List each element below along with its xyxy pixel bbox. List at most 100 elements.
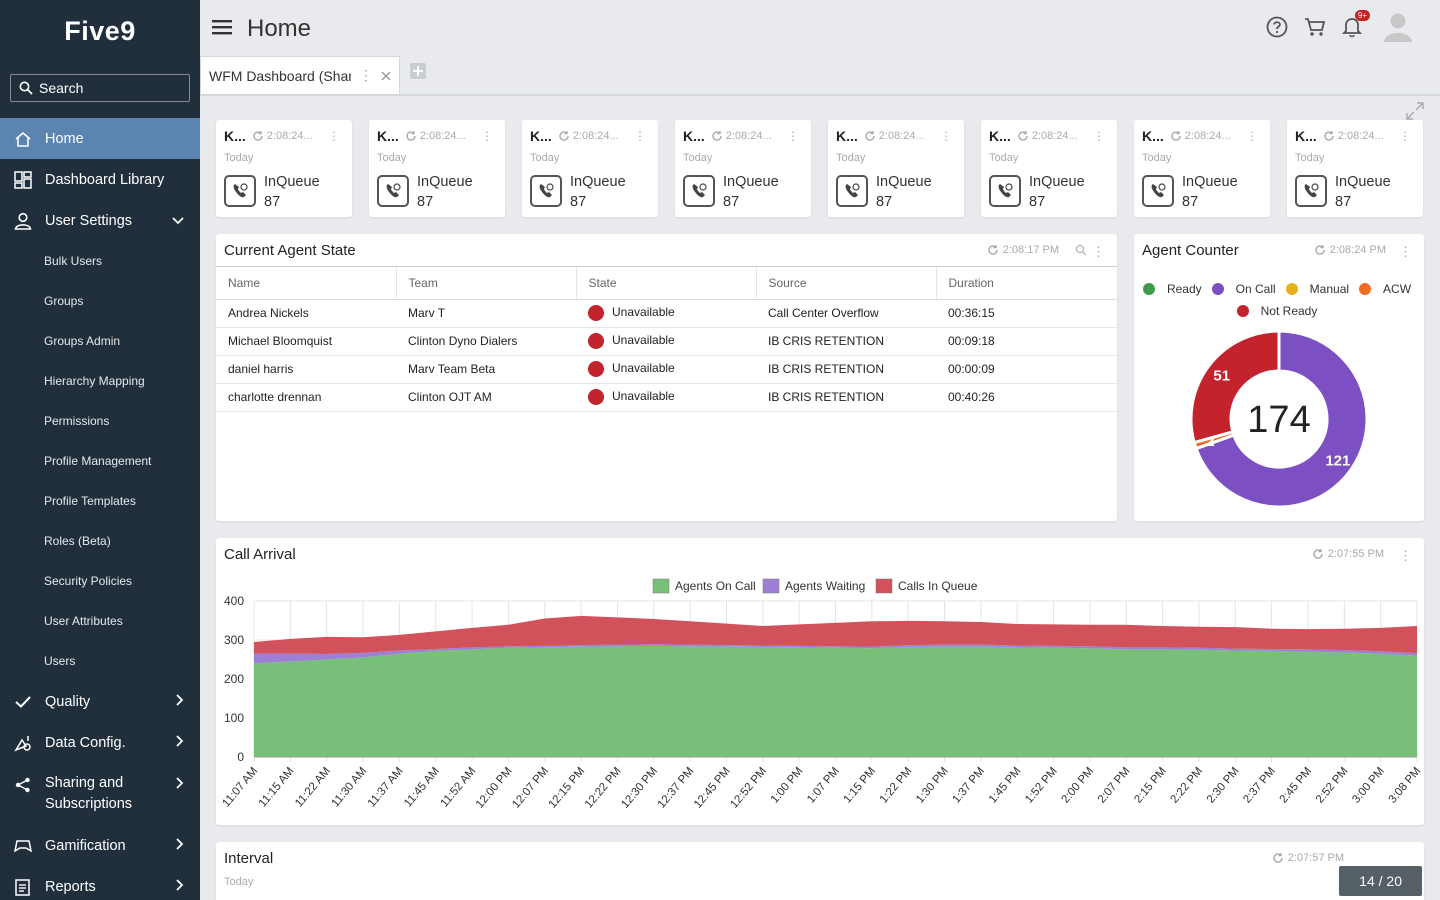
tab-menu-icon[interactable]: ⋮ [359, 67, 373, 83]
avatar[interactable] [1384, 12, 1412, 47]
nav-item-dashboard-library[interactable]: Dashboard Library [0, 159, 200, 200]
sidebar-subitem-groups[interactable]: Groups [44, 294, 84, 308]
kpi-label: InQueue [1182, 174, 1238, 190]
sidebar-subitem-user-attributes[interactable]: User Attributes [44, 614, 123, 628]
table-row[interactable]: Andrea Nickels Marv T Unavailable Call C… [216, 299, 1117, 328]
nav-item-gamification[interactable]: Gamification [0, 825, 200, 866]
col-header-state[interactable]: State [576, 267, 757, 300]
table-row[interactable]: Michael Bloomquist Clinton Dyno Dialers … [216, 327, 1117, 356]
kpi-menu-icon[interactable]: ⋮ [328, 129, 340, 143]
sidebar-subitem-profile-templates[interactable]: Profile Templates [44, 494, 136, 508]
table-row[interactable]: daniel harris Marv Team Beta Unavailable… [216, 355, 1117, 384]
kpi-menu-icon[interactable]: ⋮ [787, 129, 799, 143]
legend-item[interactable]: ACW [1359, 282, 1411, 296]
donut-slice[interactable] [1194, 329, 1369, 509]
hamburger-menu-icon[interactable] [212, 19, 232, 40]
kpi-value: 87 [1182, 194, 1199, 210]
x-tick-label: 12:45 PM [692, 765, 733, 810]
kpi-menu-icon[interactable]: ⋮ [940, 129, 952, 143]
cell-name: daniel harris [216, 355, 396, 384]
kpi-menu-icon[interactable]: ⋮ [1246, 129, 1258, 143]
kpi-period: Today [836, 152, 866, 164]
kpi-header: K... 2:08:24... [683, 128, 803, 144]
chevron-right-icon [176, 693, 184, 710]
kpi-period: Today [683, 152, 713, 164]
legend-item[interactable]: Not Ready [1236, 304, 1317, 318]
state-status-dot [588, 389, 604, 405]
kpi-period: Today [989, 152, 1019, 164]
kpi-time: 2:08:24... [1184, 130, 1231, 142]
search-icon[interactable] [1075, 244, 1087, 256]
state-label: Unavailable [612, 361, 675, 376]
area-series[interactable] [254, 615, 1417, 655]
kpi-body: InQueue 87 [989, 172, 1109, 212]
cell-name: charlotte drennan [216, 383, 396, 412]
cart-icon[interactable] [1304, 16, 1326, 43]
col-header-source[interactable]: Source [756, 267, 937, 300]
kpi-header: K... 2:08:24... [989, 128, 1109, 144]
refresh-icon [253, 131, 263, 141]
kpi-card: K... 2:08:24... ⋮ Today InQueue 87 [369, 120, 505, 217]
widget-menu-icon[interactable]: ⋮ [1399, 244, 1412, 259]
kpi-menu-icon[interactable]: ⋮ [1093, 129, 1105, 143]
widget-menu-icon[interactable]: ⋮ [1399, 548, 1412, 563]
kpi-value: 87 [264, 194, 281, 210]
tab-wfm-dashboard[interactable]: WFM Dashboard (Shared) ⋮ [200, 56, 400, 94]
col-header-team[interactable]: Team [396, 267, 577, 300]
notification-bell-icon[interactable]: 9+ [1341, 10, 1370, 43]
col-header-duration[interactable]: Duration [936, 267, 1117, 300]
kpi-menu-icon[interactable]: ⋮ [1399, 129, 1411, 143]
legend-label: Calls In Queue [898, 579, 978, 593]
page-counter[interactable]: 14 / 20 [1339, 866, 1422, 896]
state-label: Unavailable [612, 333, 675, 348]
nav-item-data-config[interactable]: Data Config. [0, 722, 200, 763]
help-icon[interactable] [1266, 16, 1288, 43]
nav-item-reports[interactable]: Reports [0, 866, 200, 900]
area-series[interactable] [254, 645, 1417, 757]
legend-swatch [875, 578, 893, 594]
nav-item-sharing[interactable]: Sharing and Subscriptions [0, 763, 200, 825]
nav-item-quality[interactable]: Quality [0, 681, 200, 722]
sidebar-subitem-profile-management[interactable]: Profile Management [44, 454, 152, 468]
x-tick-label: 2:45 PM [1278, 765, 1315, 806]
kpi-menu-icon[interactable]: ⋮ [634, 129, 646, 143]
phone-queue-icon [1142, 175, 1174, 207]
kpi-body: InQueue 87 [1295, 172, 1415, 212]
notification-badge: 9+ [1354, 10, 1370, 21]
widget-menu-icon[interactable]: ⋮ [1092, 244, 1105, 259]
check-icon [0, 695, 45, 708]
widget-timestamp: 2:07:57 PM [1272, 852, 1344, 864]
sidebar-subitem-roles-beta[interactable]: Roles (Beta) [44, 534, 111, 548]
donut-slice[interactable] [1189, 329, 1281, 445]
col-header-name[interactable]: Name [216, 267, 397, 300]
widget-timestamp: 2:07:55 PM [1312, 548, 1384, 560]
sidebar-subitem-hierarchy-mapping[interactable]: Hierarchy Mapping [44, 374, 145, 388]
sidebar-subitem-users[interactable]: Users [44, 654, 76, 668]
legend-item[interactable]: Manual [1285, 282, 1349, 296]
kpi-value: 87 [417, 194, 434, 210]
nav-item-user-settings[interactable]: User Settings [0, 200, 200, 241]
legend-label: ACW [1383, 282, 1412, 296]
sidebar-subitem-bulk-users[interactable]: Bulk Users [44, 254, 103, 268]
sidebar-subitem-permissions[interactable]: Permissions [44, 414, 110, 428]
add-tab-icon[interactable] [410, 63, 426, 84]
expand-icon[interactable] [1406, 102, 1424, 125]
search-input[interactable]: Search [10, 74, 190, 102]
table-row[interactable]: charlotte drennan Clinton OJT AM Unavail… [216, 383, 1117, 412]
x-tick-label: 1:45 PM [987, 765, 1024, 806]
widget-time: 2:08:17 PM [1002, 244, 1059, 256]
sidebar-subitem-groups-admin[interactable]: Groups Admin [44, 334, 121, 348]
legend-item[interactable]: On Call [1211, 282, 1276, 296]
sidebar-subitem-security-policies[interactable]: Security Policies [44, 574, 133, 588]
kpi-value: 87 [876, 194, 893, 210]
kpi-menu-icon[interactable]: ⋮ [481, 129, 493, 143]
legend-item[interactable]: Ready [1142, 282, 1202, 296]
five9-logo[interactable]: Five9 [64, 15, 136, 46]
donut-slice-label: 51 [1213, 367, 1230, 384]
close-icon[interactable] [381, 68, 391, 84]
nav-item-home[interactable]: Home [0, 118, 200, 159]
call-arrival-chart: Agents On Call Agents Waiting Calls In Que… [220, 578, 1423, 811]
kpi-timestamp: 2:08:24... [405, 130, 466, 142]
area-series[interactable] [254, 644, 1417, 664]
kpi-card: K... 2:08:24... ⋮ Today InQueue 87 [1287, 120, 1423, 217]
